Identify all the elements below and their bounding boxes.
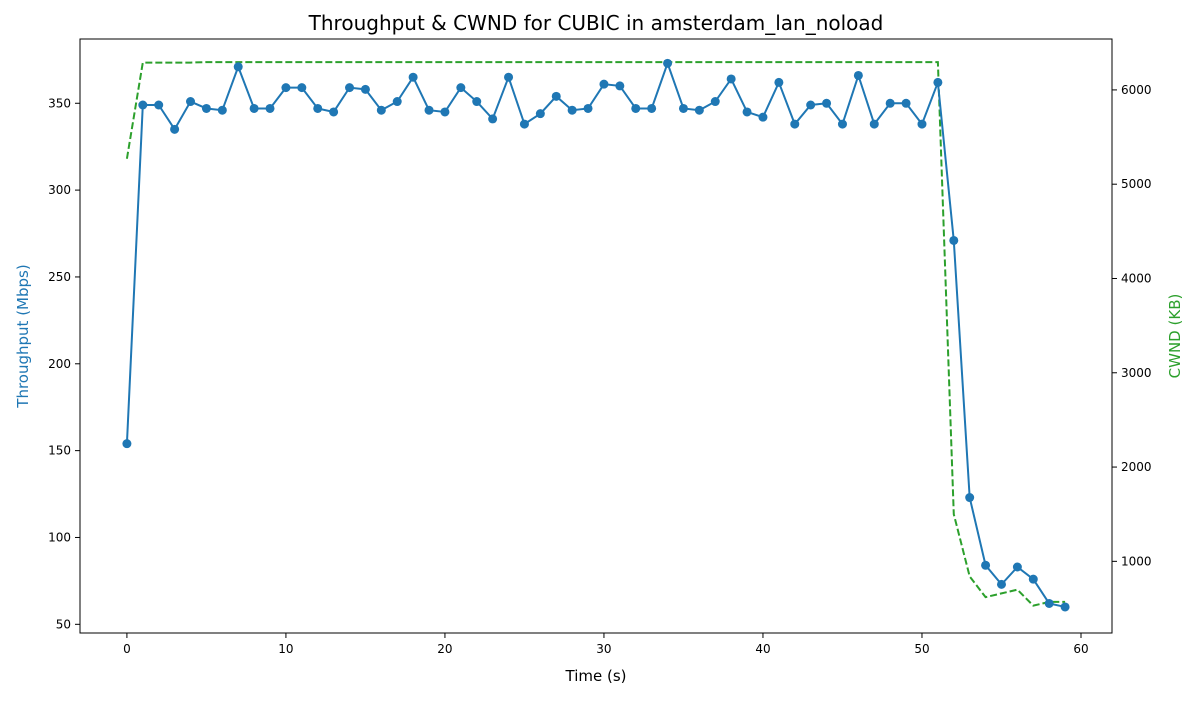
throughput-point — [472, 97, 482, 107]
right-y-tick-label: 5000 — [1121, 177, 1152, 191]
throughput-point — [488, 114, 498, 124]
throughput-point — [360, 84, 370, 94]
throughput-point — [551, 91, 561, 101]
throughput-point — [726, 74, 736, 84]
throughput-point — [233, 62, 243, 72]
throughput-point — [504, 72, 514, 82]
throughput-point — [981, 560, 991, 570]
right-y-tick-label: 3000 — [1121, 366, 1152, 380]
throughput-point — [1060, 602, 1070, 612]
throughput-point — [599, 79, 609, 89]
right-y-tick-label: 4000 — [1121, 271, 1152, 285]
throughput-point — [949, 235, 959, 245]
throughput-point — [535, 109, 545, 119]
throughput-point — [265, 103, 275, 113]
throughput-point — [615, 81, 625, 91]
throughput-point — [440, 107, 450, 117]
throughput-point — [281, 83, 291, 93]
throughput-point — [345, 83, 355, 93]
throughput-point — [567, 105, 577, 115]
left-y-axis-ticks: 50 100 150 200 250 300 350 — [48, 96, 80, 631]
throughput-point — [1012, 562, 1022, 572]
throughput-point — [249, 103, 259, 113]
throughput-point — [837, 119, 847, 129]
throughput-point — [456, 83, 466, 93]
throughput-point — [663, 58, 673, 68]
throughput-point — [122, 439, 132, 449]
left-y-tick-label: 250 — [48, 270, 71, 284]
left-y-tick-label: 100 — [48, 530, 71, 544]
throughput-point — [694, 105, 704, 115]
x-tick-label: 30 — [596, 642, 611, 656]
throughput-point — [424, 105, 434, 115]
throughput-point — [170, 124, 180, 134]
throughput-point — [742, 107, 752, 117]
chart-title: Throughput & CWND for CUBIC in amsterdam… — [308, 11, 884, 35]
throughput-point — [631, 103, 641, 113]
x-axis-title: Time (s) — [565, 667, 627, 685]
throughput-point — [376, 105, 386, 115]
throughput-point — [1028, 574, 1038, 584]
throughput-point — [1044, 598, 1054, 608]
throughput-point — [869, 119, 879, 129]
x-tick-label: 50 — [914, 642, 929, 656]
throughput-point — [965, 493, 975, 503]
left-y-tick-label: 50 — [56, 617, 71, 631]
left-y-tick-label: 350 — [48, 96, 71, 110]
throughput-point — [774, 77, 784, 87]
throughput-point — [933, 77, 943, 87]
left-y-tick-label: 300 — [48, 183, 71, 197]
left-y-tick-label: 150 — [48, 444, 71, 458]
throughput-point — [710, 97, 720, 107]
x-tick-label: 40 — [755, 642, 770, 656]
throughput-point — [217, 105, 227, 115]
x-tick-label: 60 — [1073, 642, 1088, 656]
x-tick-label: 20 — [437, 642, 452, 656]
throughput-point — [329, 107, 339, 117]
throughput-point — [996, 579, 1006, 589]
throughput-point — [822, 98, 832, 108]
throughput-point — [647, 103, 657, 113]
left-y-axis-title: Throughput (Mbps) — [14, 264, 32, 408]
throughput-point — [297, 83, 307, 93]
left-y-tick-label: 200 — [48, 357, 71, 371]
throughput-point — [758, 112, 768, 122]
throughput-point — [901, 98, 911, 108]
throughput-point — [917, 119, 927, 129]
right-y-tick-label: 6000 — [1121, 83, 1152, 97]
throughput-point — [853, 70, 863, 80]
throughput-point — [519, 119, 529, 129]
throughput-point — [583, 103, 593, 113]
throughput-point — [138, 100, 148, 110]
right-y-axis-title: CWND (KB) — [1166, 294, 1184, 379]
right-y-tick-label: 2000 — [1121, 460, 1152, 474]
throughput-point — [790, 119, 800, 129]
throughput-series-line — [125, 60, 1066, 608]
cwnd-series-line — [125, 61, 1066, 607]
x-axis-ticks: 0 10 20 30 40 50 60 — [123, 633, 1089, 656]
throughput-point — [154, 100, 164, 110]
throughput-point — [313, 103, 323, 113]
plot-area-frame — [79, 38, 1113, 634]
throughput-point — [392, 97, 402, 107]
right-y-tick-label: 1000 — [1121, 554, 1152, 568]
throughput-point — [408, 72, 418, 82]
right-y-axis-ticks: 1000 2000 3000 4000 5000 6000 — [1112, 83, 1152, 568]
x-tick-label: 10 — [278, 642, 293, 656]
throughput-point — [186, 97, 196, 107]
throughput-point — [806, 100, 816, 110]
throughput-point — [678, 103, 688, 113]
series-layer — [122, 58, 1070, 612]
throughput-point — [885, 98, 895, 108]
x-tick-label: 0 — [123, 642, 131, 656]
throughput-point — [201, 103, 211, 113]
